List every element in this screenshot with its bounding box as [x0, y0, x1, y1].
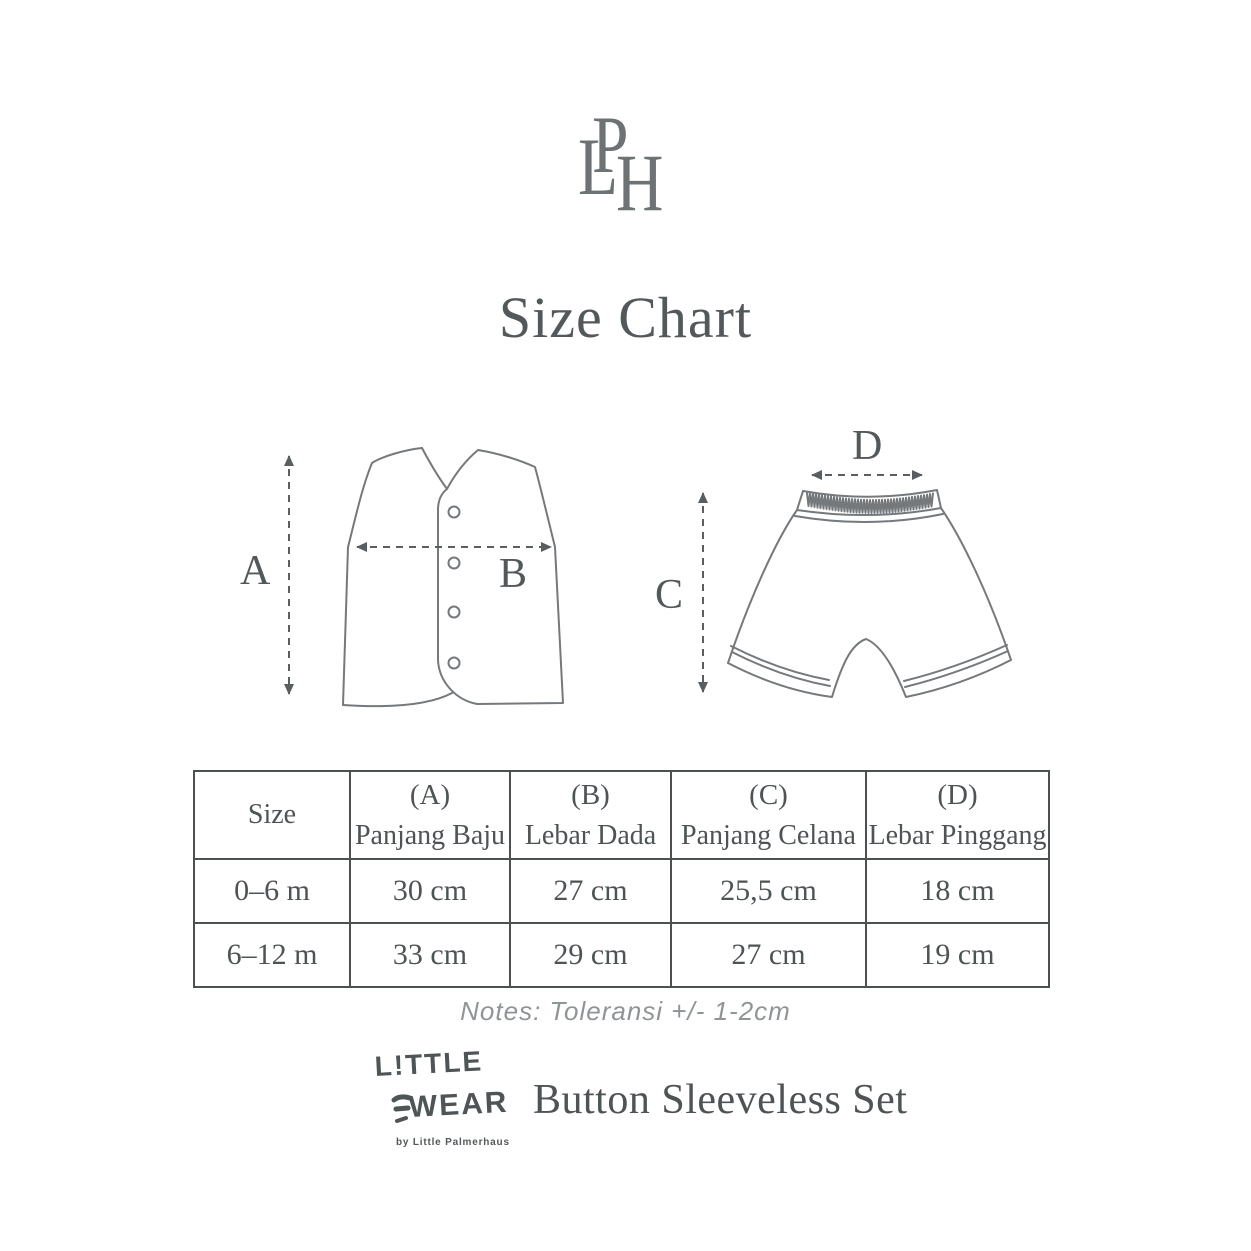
table-row: 6–12 m 33 cm 29 cm 27 cm 19 cm: [193, 922, 1050, 988]
page-title: Size Chart: [498, 285, 753, 350]
garment-diagrams: A B C D: [240, 423, 1012, 708]
col-header-label: Panjang Celana: [681, 819, 856, 851]
col-header-label: Lebar Pinggang: [868, 819, 1047, 851]
col-header-label: Panjang Baju: [354, 819, 506, 851]
table-row: 0–6 m 30 cm 27 cm 25,5 cm 18 cm: [193, 858, 1050, 924]
vest-button: [447, 656, 461, 670]
vest-diagram: A B: [240, 447, 564, 708]
cell-lebar-dada: 29 cm: [509, 922, 672, 988]
col-header-label: Size: [247, 799, 297, 831]
littlewear-line2: WEAR: [408, 1085, 510, 1124]
cell-lebar-dada: 27 cm: [509, 858, 672, 924]
cell-size: 6–12 m: [193, 922, 351, 988]
littlewear-byline: by Little Palmerhaus: [396, 1137, 510, 1148]
vest-button: [447, 556, 461, 570]
col-header-code: (D): [937, 779, 978, 812]
cell-panjang-baju: 30 cm: [349, 858, 511, 924]
measure-label-a: A: [240, 548, 271, 594]
measure-label-b: B: [499, 551, 527, 597]
vest-neckline: [421, 447, 448, 490]
shorts-hem-left: [730, 645, 830, 681]
col-header-code: (B): [571, 779, 610, 812]
cell-size: 0–6 m: [193, 858, 351, 924]
monogram-letter-h: H: [616, 137, 664, 228]
table-header-row: Size (A) Panjang Baju (B) Lebar Dada (C)…: [193, 770, 1050, 860]
tolerance-note: Notes: Toleransi +/- 1-2cm: [460, 996, 791, 1026]
shorts-elastic-texture: [806, 492, 934, 514]
cell-panjang-celana: 27 cm: [670, 922, 867, 988]
col-header-label: Lebar Dada: [524, 819, 657, 851]
col-header-code: (C): [749, 779, 788, 812]
shorts-hem-left-2: [731, 651, 831, 687]
measure-label-c: C: [655, 572, 683, 618]
col-header-d: (D) Lebar Pinggang: [865, 770, 1050, 860]
sparkle-icon: [391, 1094, 413, 1123]
vest-button: [447, 605, 461, 619]
vest-right-panel: [437, 449, 564, 705]
col-header-b: (B) Lebar Dada: [509, 770, 672, 860]
vest-button: [447, 505, 461, 519]
shorts-waistband-stitch: [794, 513, 944, 524]
cell-lebar-pinggang: 18 cm: [865, 858, 1050, 924]
lph-monogram-logo: P L H: [558, 96, 698, 226]
size-table: Size (A) Panjang Baju (B) Lebar Dada (C)…: [193, 770, 1050, 988]
col-header-a: (A) Panjang Baju: [349, 770, 511, 860]
col-header-size: Size: [193, 770, 351, 860]
shorts-hem-right: [903, 644, 1008, 682]
shorts-hem-right-2: [904, 650, 1009, 688]
cell-lebar-pinggang: 19 cm: [865, 922, 1050, 988]
product-name: Button Sleeveless Set: [533, 1077, 908, 1123]
vest-left-panel: [342, 447, 453, 708]
monogram-letter-l: L: [578, 121, 619, 212]
littlewear-logo: L!TTLE WEAR by Little Palmerhaus: [374, 1045, 544, 1148]
cell-panjang-celana: 25,5 cm: [670, 858, 867, 924]
littlewear-line1: L!TTLE: [374, 1045, 484, 1082]
measure-label-d: D: [852, 423, 882, 469]
cell-panjang-baju: 33 cm: [349, 922, 511, 988]
monogram-letter-p: P: [592, 99, 629, 190]
col-header-code: (A): [409, 779, 451, 812]
shorts-diagram: C D: [655, 423, 1012, 698]
col-header-c: (C) Panjang Celana: [670, 770, 867, 860]
